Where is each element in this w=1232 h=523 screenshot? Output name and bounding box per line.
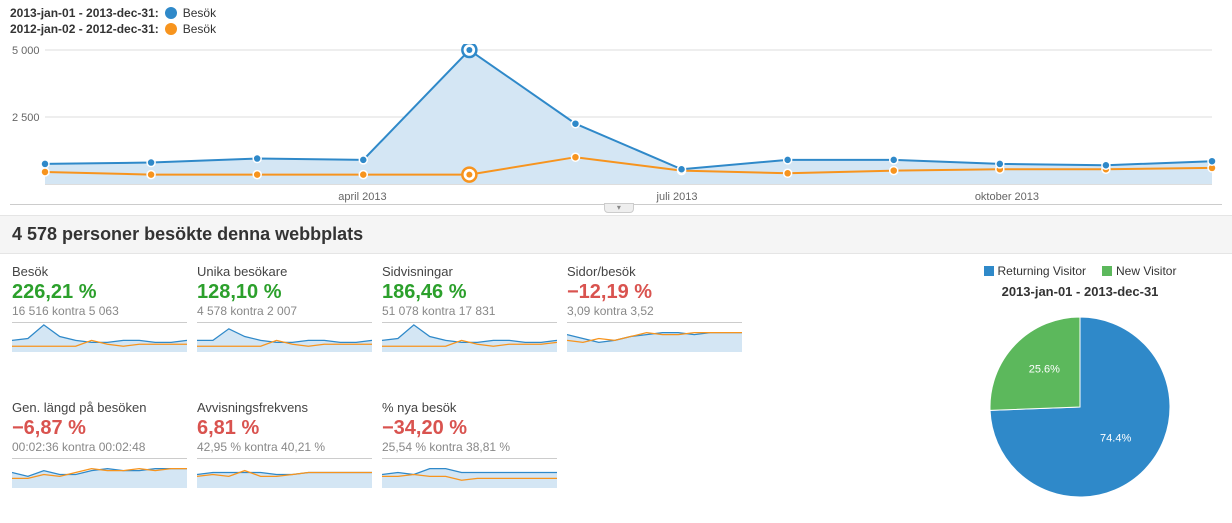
svg-text:april 2013: april 2013 [338, 191, 386, 203]
pie-returning-label: 74.4% [1100, 432, 1131, 444]
metric-sparkline [382, 458, 557, 488]
pie-legend-label: New Visitor [1116, 264, 1176, 278]
metric-sub: 4 578 kontra 2 007 [197, 304, 372, 318]
metrics-grid: Besök 226,21 %16 516 kontra 5 063 Unika be… [12, 264, 752, 507]
metric-tile: % nya besök −34,20 %25,54 % kontra 38,81 … [382, 400, 557, 508]
pie-legend-item: Returning Visitor [984, 264, 1087, 278]
legend-date-range: 2012-jan-02 - 2012-dec-31: [10, 22, 159, 36]
metric-tile: Avvisningsfrekvens 6,81 %42,95 % kontra 4… [197, 400, 372, 508]
metric-sparkline [12, 322, 187, 352]
metric-pct: 226,21 % [12, 281, 187, 304]
legend-row: 2013-jan-01 - 2013-dec-31: Besök [10, 6, 1222, 20]
metric-sparkline [382, 322, 557, 352]
metric-tile: Sidor/besök −12,19 %3,09 kontra 3,52 [567, 264, 742, 372]
main-line-chart: 2 500 5 000 april 2013 juli 2013 oktober 201… [10, 44, 1222, 204]
legend-square-icon [984, 266, 994, 276]
resize-handle[interactable]: ▾ [604, 203, 634, 213]
metric-label: Besök [12, 264, 187, 279]
metric-sub: 16 516 kontra 5 063 [12, 304, 187, 318]
metric-pct: 6,81 % [197, 417, 372, 440]
metric-pct: 186,46 % [382, 281, 557, 304]
metric-label: Sidvisningar [382, 264, 557, 279]
metric-sparkline [12, 458, 187, 488]
metric-tile: Unika besökare 128,10 %4 578 kontra 2 007 [197, 264, 372, 372]
metric-sub: 25,54 % kontra 38,81 % [382, 440, 557, 454]
chart-divider: ▾ [10, 204, 1222, 205]
pie-date-range: 2013-jan-01 - 2013-dec-31 [940, 284, 1220, 299]
svg-text:5 000: 5 000 [12, 45, 40, 57]
summary-title: 4 578 personer besökte denna webbplats [12, 224, 1220, 245]
lower-panel: Besök 226,21 %16 516 kontra 5 063 Unika be… [0, 254, 1232, 517]
metric-tile: Besök 226,21 %16 516 kontra 5 063 [12, 264, 187, 372]
metric-sparkline [197, 458, 372, 488]
svg-text:2 500: 2 500 [12, 112, 40, 124]
metric-pct: −34,20 % [382, 417, 557, 440]
metric-sub: 42,95 % kontra 40,21 % [197, 440, 372, 454]
metric-pct: −12,19 % [567, 281, 742, 304]
chart-legend: 2013-jan-01 - 2013-dec-31:Besök2012-jan-… [0, 0, 1232, 36]
metric-sub: 51 078 kontra 17 831 [382, 304, 557, 318]
pie-legend-label: Returning Visitor [998, 264, 1087, 278]
metric-label: Unika besökare [197, 264, 372, 279]
summary-bar: 4 578 personer besökte denna webbplats [0, 215, 1232, 254]
metric-label: Gen. längd på besöken [12, 400, 187, 415]
legend-date-range: 2013-jan-01 - 2013-dec-31: [10, 6, 159, 20]
pie-legend: Returning Visitor New Visitor [940, 264, 1220, 278]
metric-pct: −6,87 % [12, 417, 187, 440]
legend-row: 2012-jan-02 - 2012-dec-31: Besök [10, 22, 1222, 36]
metric-sub: 3,09 kontra 3,52 [567, 304, 742, 318]
metric-tile: Sidvisningar 186,46 %51 078 kontra 17 831 [382, 264, 557, 372]
metric-sparkline [197, 322, 372, 352]
metric-sub: 00:02:36 kontra 00:02:48 [12, 440, 187, 454]
pie-legend-item: New Visitor [1102, 264, 1176, 278]
metric-label: Sidor/besök [567, 264, 742, 279]
legend-label: Besök [183, 22, 216, 36]
metric-pct: 128,10 % [197, 281, 372, 304]
pie-new-label: 25.6% [1029, 364, 1060, 376]
legend-dot-icon [165, 7, 177, 19]
pie-panel: Returning Visitor New Visitor 2013-jan-01… [940, 264, 1220, 507]
visitor-pie-chart: 25.6% 74.4% [980, 307, 1180, 507]
svg-text:oktober 2013: oktober 2013 [975, 191, 1039, 203]
metric-sparkline [567, 322, 742, 352]
legend-square-icon [1102, 266, 1112, 276]
svg-text:juli 2013: juli 2013 [656, 191, 698, 203]
metric-label: Avvisningsfrekvens [197, 400, 372, 415]
metric-tile: Gen. längd på besöken −6,87 %00:02:36 kon… [12, 400, 187, 508]
legend-dot-icon [165, 23, 177, 35]
metric-label: % nya besök [382, 400, 557, 415]
legend-label: Besök [183, 6, 216, 20]
